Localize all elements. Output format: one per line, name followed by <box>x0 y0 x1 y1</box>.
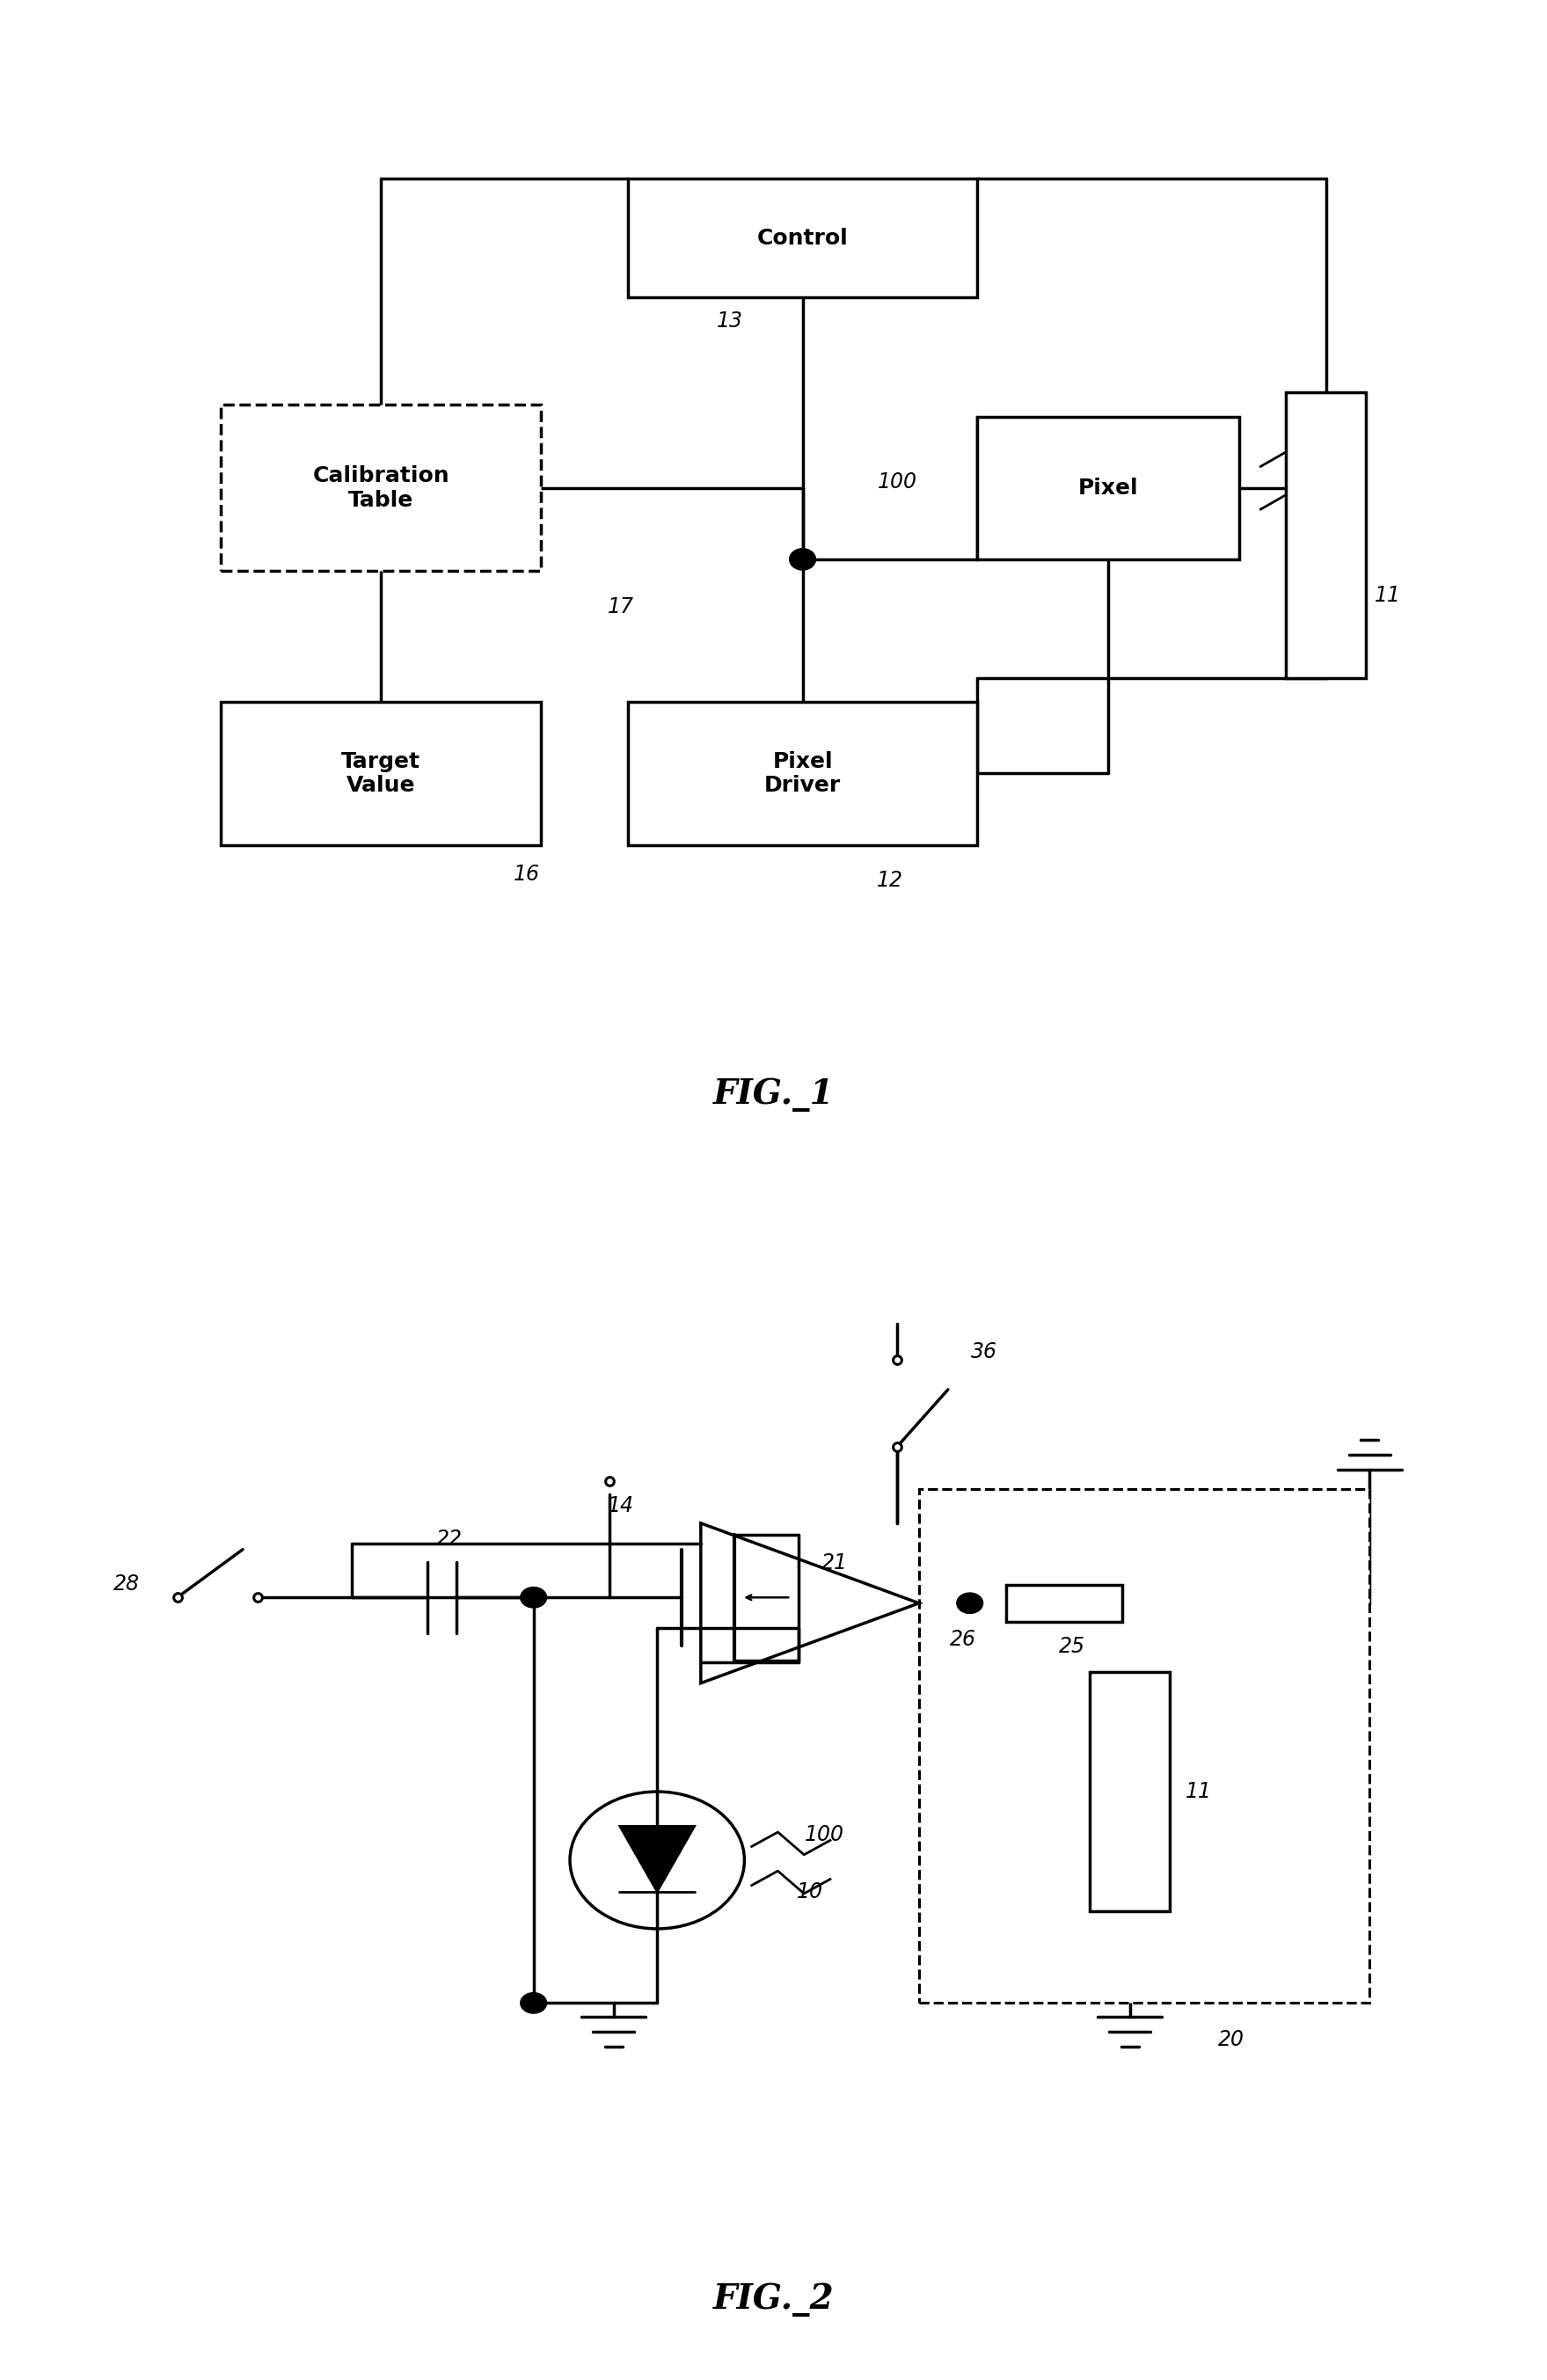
Text: 11: 11 <box>1185 1780 1211 1802</box>
Circle shape <box>789 547 815 571</box>
Text: 16: 16 <box>514 864 540 885</box>
Bar <box>628 702 978 845</box>
Text: Pixel
Driver: Pixel Driver <box>764 750 842 797</box>
Bar <box>1089 1671 1170 1911</box>
Text: 17: 17 <box>608 597 634 616</box>
Text: Pixel: Pixel <box>1078 478 1139 497</box>
Circle shape <box>956 1592 982 1614</box>
Text: FIG._1: FIG._1 <box>713 1078 834 1111</box>
Bar <box>978 416 1239 559</box>
Bar <box>221 405 541 571</box>
Text: 26: 26 <box>950 1630 976 1649</box>
Text: 25: 25 <box>1058 1635 1084 1656</box>
Bar <box>1006 1585 1123 1621</box>
Bar <box>919 1490 1369 2004</box>
Text: Control: Control <box>756 228 848 248</box>
Text: 22: 22 <box>436 1528 463 1549</box>
Text: Target
Value: Target Value <box>342 750 421 797</box>
Bar <box>628 178 978 298</box>
Bar <box>221 702 541 845</box>
Text: FIG._2: FIG._2 <box>713 2282 834 2318</box>
Text: 28: 28 <box>113 1573 139 1595</box>
Text: 10: 10 <box>797 1883 823 1902</box>
Text: 100: 100 <box>877 471 917 493</box>
Text: Calibration
Table: Calibration Table <box>312 464 449 512</box>
Text: 11: 11 <box>1375 585 1402 605</box>
Text: 12: 12 <box>877 871 903 890</box>
Circle shape <box>520 1992 546 2013</box>
Bar <box>1286 393 1366 678</box>
Text: 13: 13 <box>716 312 743 331</box>
Text: 14: 14 <box>608 1495 634 1516</box>
Text: 100: 100 <box>804 1825 845 1844</box>
Text: 36: 36 <box>972 1342 998 1361</box>
Polygon shape <box>619 1825 695 1892</box>
Circle shape <box>520 1587 546 1609</box>
Text: 21: 21 <box>821 1552 848 1573</box>
Text: 20: 20 <box>1219 2030 1245 2049</box>
